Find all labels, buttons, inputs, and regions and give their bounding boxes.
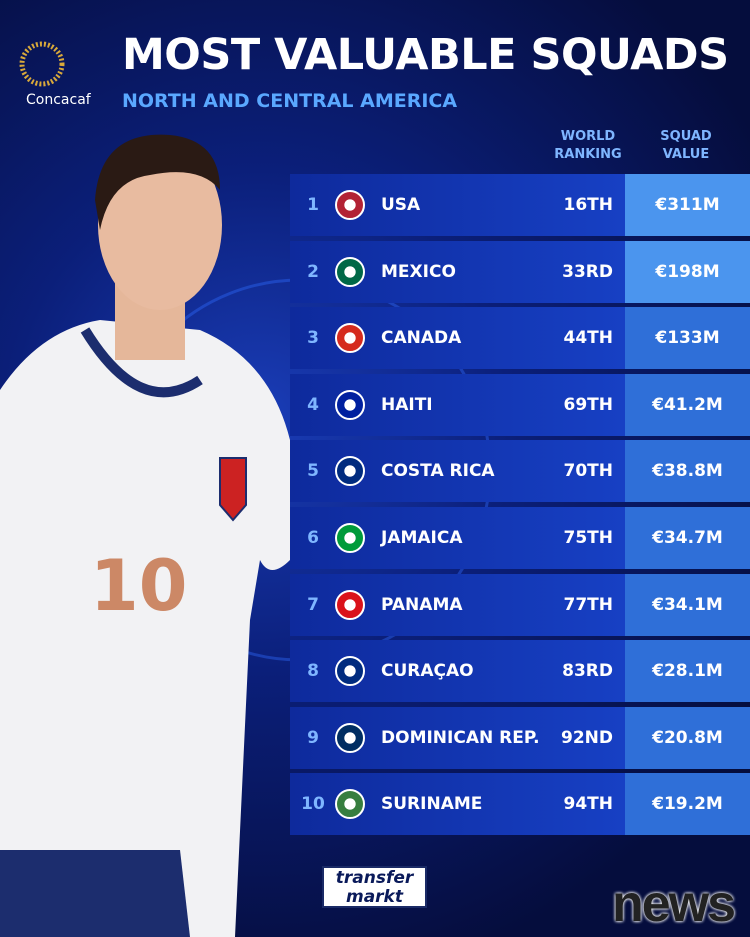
value-background — [625, 373, 750, 436]
world-ranking: 77TH — [563, 594, 613, 615]
world-ranking: 92ND — [561, 727, 613, 748]
squad-value: €19.2M — [652, 794, 723, 815]
flag — [335, 323, 365, 354]
value-background — [625, 174, 750, 236]
table-row: 8 CURAÇAO 83RD €28.1M — [290, 640, 750, 703]
squad-value: €41.2M — [652, 394, 723, 415]
flag — [335, 456, 365, 487]
squad-value: €311M — [655, 195, 720, 215]
logo-text: Concacaf — [26, 92, 91, 108]
head — [98, 140, 222, 310]
world-ranking: 70TH — [563, 461, 613, 482]
squad-value: €34.7M — [652, 528, 723, 548]
flag — [335, 656, 365, 687]
shorts — [0, 850, 190, 937]
column-header: WORLD RANKING — [554, 129, 622, 162]
brand-logo: transfer markt — [322, 866, 427, 908]
squad-value: €198M — [655, 261, 720, 282]
rank: 7 — [307, 594, 319, 615]
value-background — [625, 773, 750, 836]
logo-ring — [19, 41, 65, 87]
world-ranking: 94TH — [563, 794, 613, 815]
flag — [335, 589, 365, 620]
world-ranking: 33RD — [562, 261, 613, 282]
title: MOST VALUABLE SQUADS — [122, 30, 729, 80]
squad-value: €38.8M — [652, 461, 723, 482]
flag — [335, 523, 365, 553]
shirt-number: 10 — [90, 545, 187, 627]
table-row: 2 MEXICO 33RD €198M — [290, 240, 750, 303]
crest — [219, 457, 247, 522]
flag — [335, 789, 365, 820]
rank: 10 — [301, 794, 325, 815]
world-ranking: 75TH — [563, 528, 613, 548]
collar — [80, 327, 203, 398]
country: JAMAICA — [381, 528, 463, 548]
country: SURINAME — [381, 794, 483, 815]
table-row: 4 HAITI 69TH €41.2M — [290, 373, 750, 436]
table-row: 3 CANADA 44TH €133M — [290, 307, 750, 370]
table-row: 7 PANAMA 77TH €34.1M — [290, 573, 750, 636]
flag — [335, 722, 365, 753]
table-row: 9 DOMINICAN REP. 92ND €20.8M — [290, 706, 750, 769]
squad-value: €28.1M — [652, 661, 723, 682]
squad-value: €20.8M — [652, 727, 723, 748]
country: DOMINICAN REP. — [381, 727, 540, 748]
value-background — [625, 240, 750, 303]
rank: 3 — [307, 328, 319, 349]
value-background — [625, 640, 750, 703]
world-ranking: 16TH — [563, 195, 613, 215]
rank: 6 — [307, 528, 319, 548]
rank: 1 — [307, 195, 319, 215]
country: CURAÇAO — [381, 661, 474, 682]
watermark: news — [612, 875, 736, 933]
rank: 8 — [307, 661, 319, 682]
rank: 4 — [307, 394, 319, 415]
shirt — [0, 320, 290, 937]
subtitle: NORTH AND CENTRAL AMERICA — [122, 90, 458, 112]
country: MEXICO — [381, 261, 456, 282]
table-row: 5 COSTA RICA 70TH €38.8M — [290, 440, 750, 503]
squad-value: €34.1M — [652, 594, 723, 615]
country: CANADA — [381, 328, 462, 349]
world-ranking: 83RD — [562, 661, 613, 682]
table-row: 6 JAMAICA 75TH €34.7M — [290, 507, 750, 569]
squad-value: €133M — [655, 328, 720, 349]
flag — [335, 389, 365, 420]
country: COSTA RICA — [381, 461, 495, 482]
country: HAITI — [381, 394, 433, 415]
world-ranking: 69TH — [563, 394, 613, 415]
rank: 9 — [307, 727, 319, 748]
value-background — [625, 706, 750, 769]
country: PANAMA — [381, 594, 463, 615]
country: USA — [381, 195, 421, 215]
value-background — [625, 440, 750, 503]
value-background — [625, 507, 750, 569]
value-background — [625, 573, 750, 636]
hair — [95, 134, 220, 230]
brand-top: transfer — [335, 868, 414, 888]
rank: 5 — [307, 461, 319, 482]
table-row: 1 USA 16TH €311M — [290, 174, 750, 236]
world-ranking: 44TH — [563, 328, 613, 349]
column-header: SQUAD VALUE — [660, 129, 712, 162]
table-row: 10 SURINAME 94TH €19.2M — [290, 773, 750, 836]
brand-bottom: markt — [345, 887, 403, 907]
flag — [335, 256, 365, 287]
value-background — [625, 307, 750, 370]
rank: 2 — [307, 261, 319, 282]
flag — [335, 190, 365, 220]
